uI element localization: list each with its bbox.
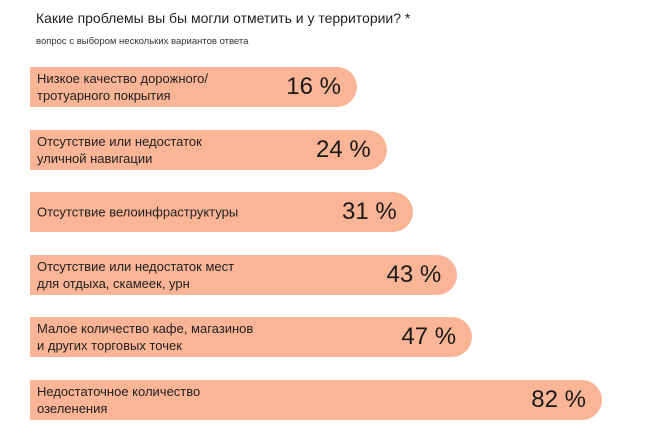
bar-label: Отсутствие или недостаток мест для отдых… bbox=[37, 258, 235, 291]
bar-2: Отсутствие или недостаток уличной навига… bbox=[30, 129, 387, 170]
bar-value-label: 24 % bbox=[315, 135, 371, 163]
bar-value-label: 43 % bbox=[386, 260, 442, 288]
bar-6: Недостаточное количество озеленения 82 % bbox=[30, 379, 602, 420]
bar-label: Низкое качество дорожного/ тротуарного п… bbox=[37, 71, 209, 103]
bar-label: Отсутствие или недостаток уличной навига… bbox=[37, 133, 202, 166]
bar-value-label: 47 % bbox=[401, 323, 457, 350]
bar-3: Отсутствие велоинфраструктуры 31 % bbox=[30, 192, 413, 232]
bar-1: Низкое качество дорожного/ тротуарного п… bbox=[30, 67, 357, 107]
bar-value-label: 16 % bbox=[286, 73, 341, 100]
bar-label: Недостаточное количество озеленения bbox=[37, 383, 201, 416]
chart-subtitle: вопрос с выбором нескольких вариантов от… bbox=[36, 36, 249, 47]
chart-title: Какие проблемы вы бы могли отметить и у … bbox=[36, 10, 411, 26]
bar-5: Малое количество кафе, магазинов и други… bbox=[30, 317, 473, 357]
bar-value-label: 31 % bbox=[341, 198, 397, 225]
bar-4: Отсутствие или недостаток мест для отдых… bbox=[30, 254, 458, 295]
bar-label: Малое количество кафе, магазинов и други… bbox=[37, 321, 254, 353]
bar-label: Отсутствие велоинфраструктуры bbox=[37, 204, 239, 220]
bar-value-label: 82 % bbox=[531, 385, 586, 413]
